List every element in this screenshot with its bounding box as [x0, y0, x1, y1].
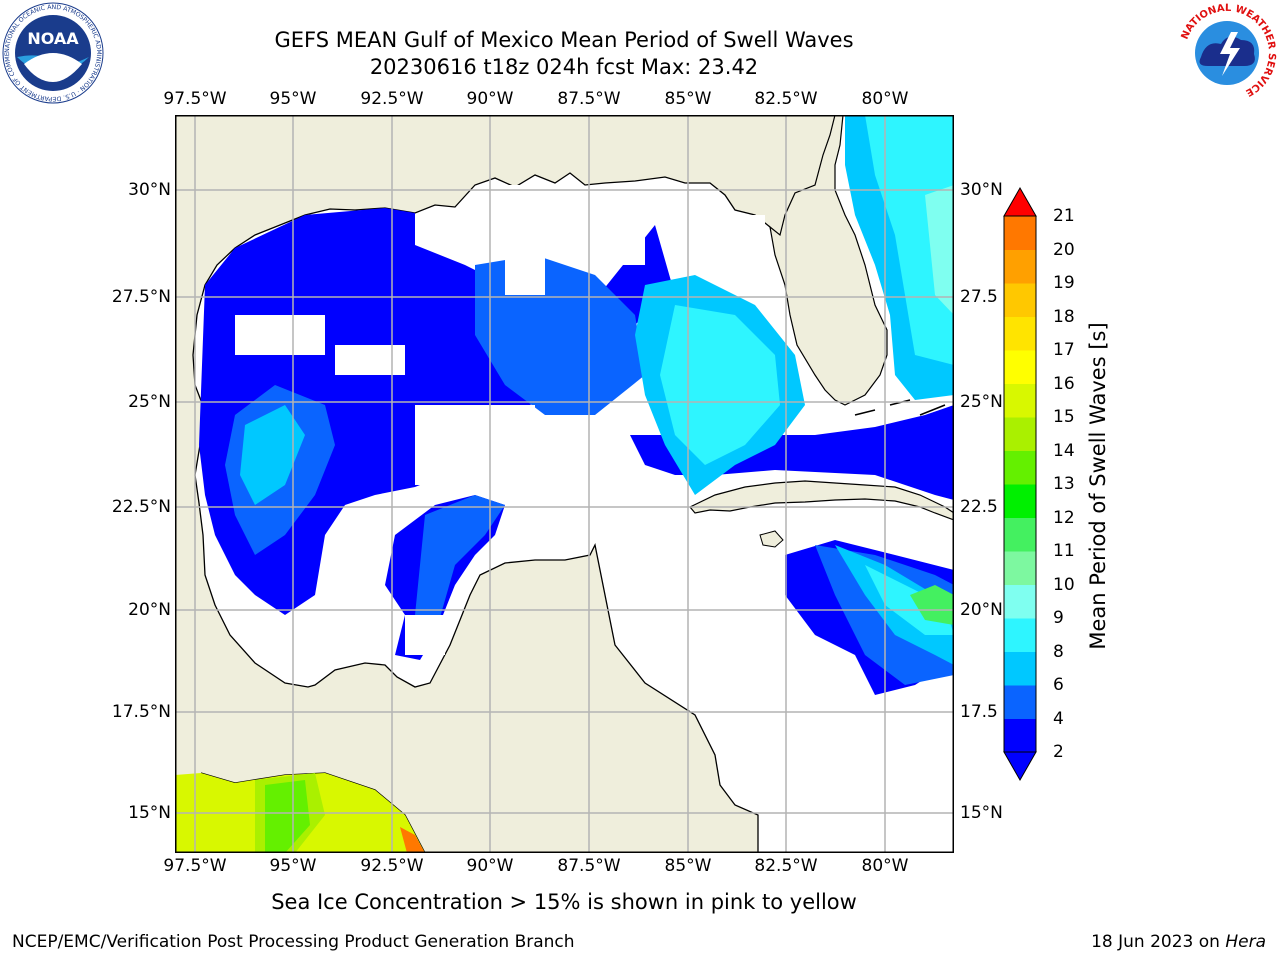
contour-10-11	[910, 585, 954, 625]
colorbar-tick-label: 15	[1053, 407, 1075, 427]
colorbar-min-arrow	[1003, 751, 1037, 782]
colorbar-cell	[1004, 350, 1036, 384]
colorbar-cell	[1004, 551, 1036, 585]
noaa-logo: NATIONAL OCEANIC AND ATMOSPHERIC ADMINIS…	[2, 2, 104, 104]
lon-label-bottom: 87.5°W	[557, 856, 621, 876]
lon-label-bottom: 85°W	[664, 856, 712, 876]
footer-date: 18 Jun 2023 on Hera	[1091, 932, 1266, 952]
colorbar-max-arrow	[1003, 186, 1037, 217]
noaa-logo-text: NOAA	[27, 29, 79, 48]
contour-6-8	[240, 405, 305, 505]
lon-label-bottom: 92.5°W	[360, 856, 424, 876]
lat-label-left: 22.5°N	[111, 497, 171, 517]
lat-label-right: 17.5	[960, 702, 998, 722]
lat-label-right: 20°N	[960, 600, 1003, 620]
contour-8-9	[865, 115, 954, 365]
colorbar-tick-label: 9	[1053, 608, 1064, 628]
colorbar-tick-label: 8	[1053, 641, 1064, 662]
colorbar-tick-label: 16	[1053, 373, 1075, 394]
contour-8-9	[660, 305, 780, 465]
colorbar-tick-label: 21	[1053, 206, 1075, 226]
contour-9-10	[925, 185, 954, 315]
colorbar-tick-label: 19	[1053, 273, 1075, 293]
pacific-contour	[400, 827, 425, 853]
lon-label-bottom: 80°W	[861, 856, 909, 876]
lon-label-bottom: 97.5°W	[163, 856, 227, 876]
lat-label-left: 27.5°N	[111, 287, 171, 307]
colorbar-cell	[1004, 651, 1036, 686]
graticule	[175, 115, 954, 853]
colorbar-cell	[1004, 517, 1036, 552]
contour-2-4	[630, 405, 954, 500]
colorbar-tick-label: 6	[1053, 675, 1064, 695]
colorbar-tick-label: 2	[1053, 742, 1064, 762]
lat-label-left: 30°N	[128, 180, 171, 200]
chart-subtitle: 20230616 t18z 024h fcst Max: 23.42	[369, 55, 759, 79]
colorbar-cell	[1004, 484, 1036, 518]
lon-label-top: 85°W	[664, 89, 712, 109]
colorbar-cell	[1004, 383, 1036, 418]
colorbar-tick-label: 18	[1053, 306, 1075, 327]
lat-label-right: 25°N	[960, 392, 1003, 412]
colorbar-title: Mean Period of Swell Waves [s]	[1086, 322, 1110, 650]
colorbar-cell	[1004, 417, 1036, 451]
lon-label-bottom: 95°W	[269, 856, 317, 876]
colorbar-cell	[1004, 283, 1036, 317]
colorbar-cell	[1004, 249, 1036, 284]
contour-4-6	[415, 495, 505, 635]
data-gaps	[235, 185, 765, 655]
ice-note: Sea Ice Concentration > 15% is shown in …	[271, 890, 857, 914]
colorbar-tick-label: 10	[1053, 574, 1075, 595]
colorbar-cell	[1004, 618, 1036, 652]
colorbar	[1003, 186, 1037, 782]
colorbar-tick-label: 12	[1053, 507, 1075, 528]
colorbar-cell	[1004, 216, 1036, 250]
colorbar-tick-label: 4	[1053, 708, 1064, 729]
lon-label-top: 95°W	[269, 89, 317, 109]
colorbar-cell	[1004, 584, 1036, 619]
colorbar-cell	[1004, 450, 1036, 485]
lon-label-top: 90°W	[466, 89, 514, 109]
lat-label-left: 25°N	[128, 392, 171, 412]
lat-label-right: 30°N	[960, 180, 1003, 200]
lon-label-top: 97.5°W	[163, 89, 227, 109]
lon-label-top: 82.5°W	[754, 89, 818, 109]
nws-logo: NATIONAL WEATHER SERVICE	[1177, 3, 1277, 103]
lat-label-right: 27.5	[960, 287, 998, 307]
colorbar-cell	[1004, 718, 1036, 753]
lat-label-left: 15°N	[128, 803, 171, 823]
lat-label-right: 15°N	[960, 803, 1003, 823]
lon-label-top: 87.5°W	[557, 89, 621, 109]
lat-label-left: 17.5°N	[111, 702, 171, 722]
florida-land	[769, 115, 888, 406]
colorbar-cell	[1004, 316, 1036, 351]
lon-label-bottom: 90°W	[466, 856, 514, 876]
footer-host: Hera	[1225, 932, 1266, 952]
lon-label-top: 80°W	[861, 89, 909, 109]
colorbar-tick-label: 13	[1053, 474, 1075, 494]
lon-label-bottom: 82.5°W	[754, 856, 818, 876]
colorbar-cell	[1004, 685, 1036, 719]
lat-label-left: 20°N	[128, 600, 171, 620]
map-frame	[175, 115, 954, 853]
pacific-contour	[265, 780, 310, 853]
isla-juventud	[759, 530, 784, 548]
map-panel	[175, 115, 954, 853]
colorbar-tick-label: 14	[1053, 440, 1075, 461]
footer-credit: NCEP/EMC/Verification Post Processing Pr…	[12, 932, 575, 952]
lat-label-right: 22.5	[960, 497, 998, 517]
colorbar-tick-label: 11	[1053, 541, 1075, 561]
chart-title: GEFS MEAN Gulf of Mexico Mean Period of …	[274, 28, 854, 52]
lon-label-top: 92.5°W	[360, 89, 424, 109]
colorbar-tick-label: 20	[1053, 239, 1075, 260]
colorbar-tick-label: 17	[1053, 340, 1075, 360]
